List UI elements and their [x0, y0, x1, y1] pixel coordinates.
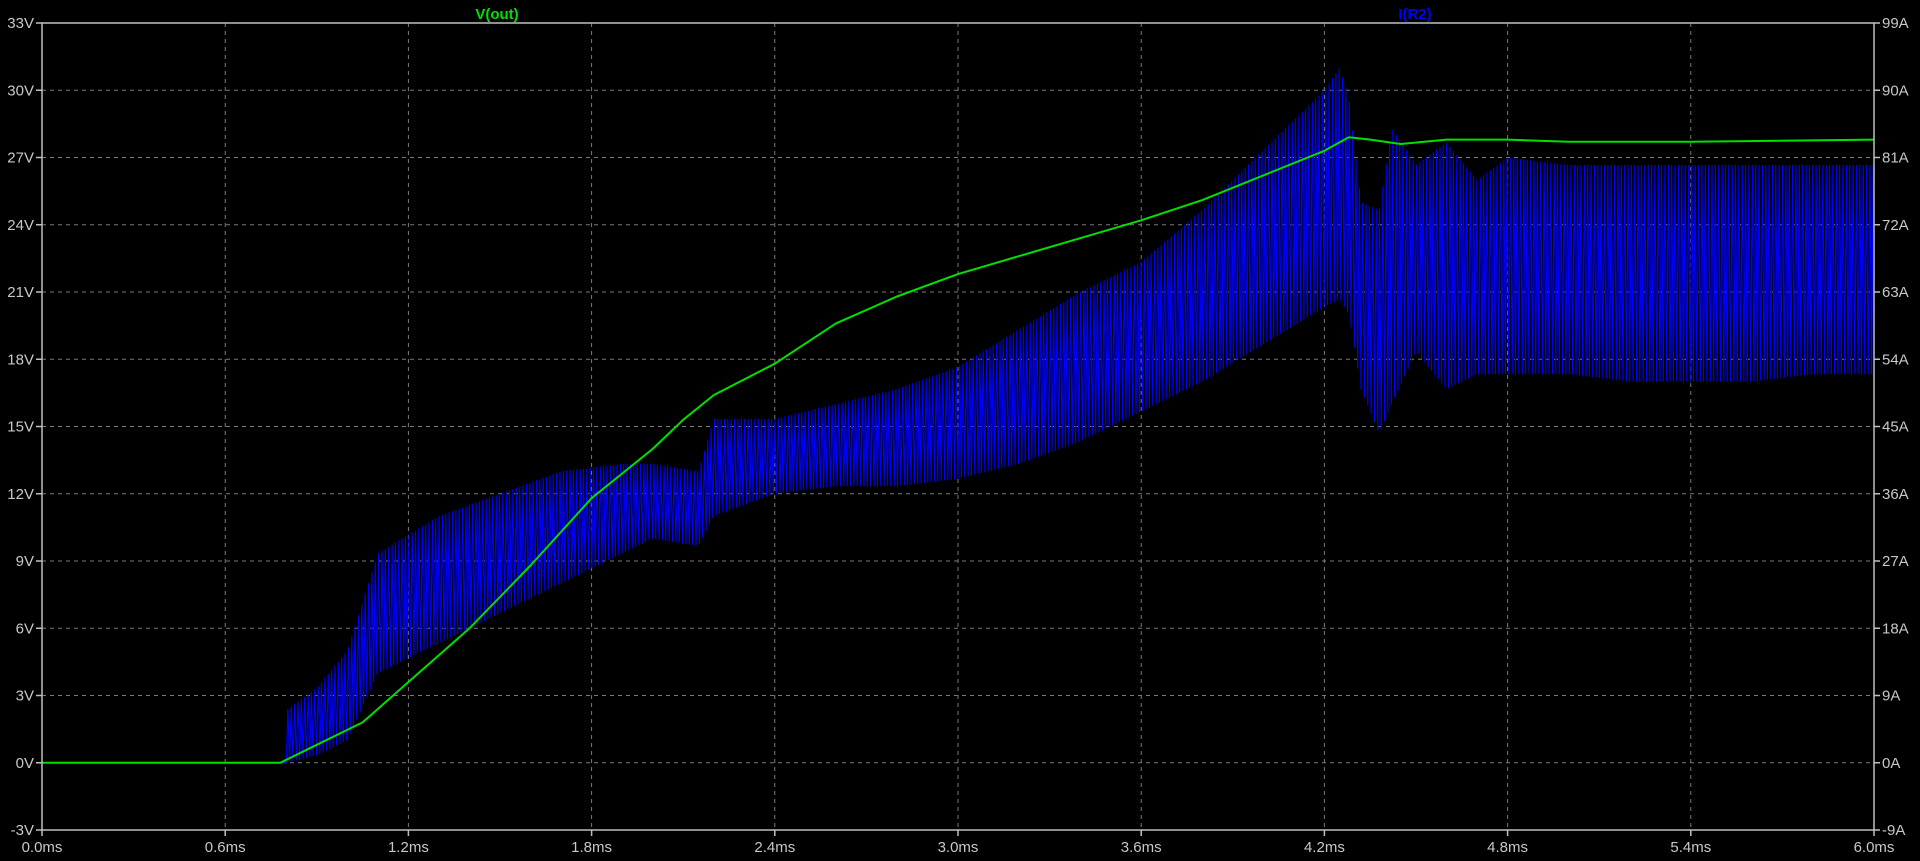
y-left-tick-label: 0V [16, 755, 34, 772]
y-left-tick-label: 33V [7, 15, 34, 32]
y-right-tick-label: 27A [1882, 553, 1909, 570]
trace-label-vout[interactable]: V(out) [475, 6, 518, 23]
series-layer [42, 68, 1875, 764]
axis-ticks: 0.0ms 0.6ms 1.2ms 1.8ms 2.4ms 3.0ms 3.6ms 4.2ms… [7, 15, 1908, 856]
y-left-tick-label: 6V [16, 620, 34, 637]
y-left-tick-label: 21V [7, 284, 34, 301]
y-left-tick-label: 3V [16, 688, 34, 705]
x-tick-label: 4.2ms [1304, 839, 1345, 856]
y-right-tick-label: 9A [1882, 688, 1900, 705]
grid [42, 23, 1874, 830]
y-right-tick-label: -9A [1882, 822, 1905, 839]
x-tick-label: 3.6ms [1121, 839, 1162, 856]
y-right-tick-label: 81A [1882, 150, 1909, 167]
x-tick-label: 1.2ms [388, 839, 429, 856]
trace-label-ir2[interactable]: I(R2) [1398, 6, 1431, 23]
x-tick-label: 2.4ms [754, 839, 795, 856]
y-left-tick-label: 27V [7, 150, 34, 167]
x-tick-label: 4.8ms [1487, 839, 1528, 856]
y-right-tick-label: 36A [1882, 486, 1909, 503]
y-right-tick-label: 72A [1882, 217, 1909, 234]
y-right-tick-label: 99A [1882, 15, 1909, 32]
y-left-tick-label: -3V [11, 822, 34, 839]
x-tick-label: 6.0ms [1854, 839, 1895, 856]
series-ir2-line [42, 68, 1874, 764]
y-left-tick-label: 30V [7, 82, 34, 99]
trace-labels: V(out) I(R2) [475, 6, 1431, 23]
x-tick-label: 5.4ms [1670, 839, 1711, 856]
y-left-tick-label: 15V [7, 419, 34, 436]
y-right-tick-label: 0A [1882, 755, 1900, 772]
y-right-tick-label: 63A [1882, 284, 1909, 301]
x-tick-label: 0.6ms [205, 839, 246, 856]
y-left-tick-label: 12V [7, 486, 34, 503]
y-right-tick-label: 18A [1882, 620, 1909, 637]
x-tick-label: 1.8ms [571, 839, 612, 856]
y-right-tick-label: 90A [1882, 82, 1909, 99]
y-left-tick-label: 24V [7, 217, 34, 234]
y-right-tick-label: 45A [1882, 419, 1909, 436]
series-vout-line [42, 136, 1875, 764]
x-tick-label: 3.0ms [938, 839, 979, 856]
x-tick-label: 0.0ms [22, 839, 63, 856]
y-left-tick-label: 9V [16, 553, 34, 570]
y-left-tick-label: 18V [7, 351, 34, 368]
y-right-tick-label: 54A [1882, 351, 1909, 368]
